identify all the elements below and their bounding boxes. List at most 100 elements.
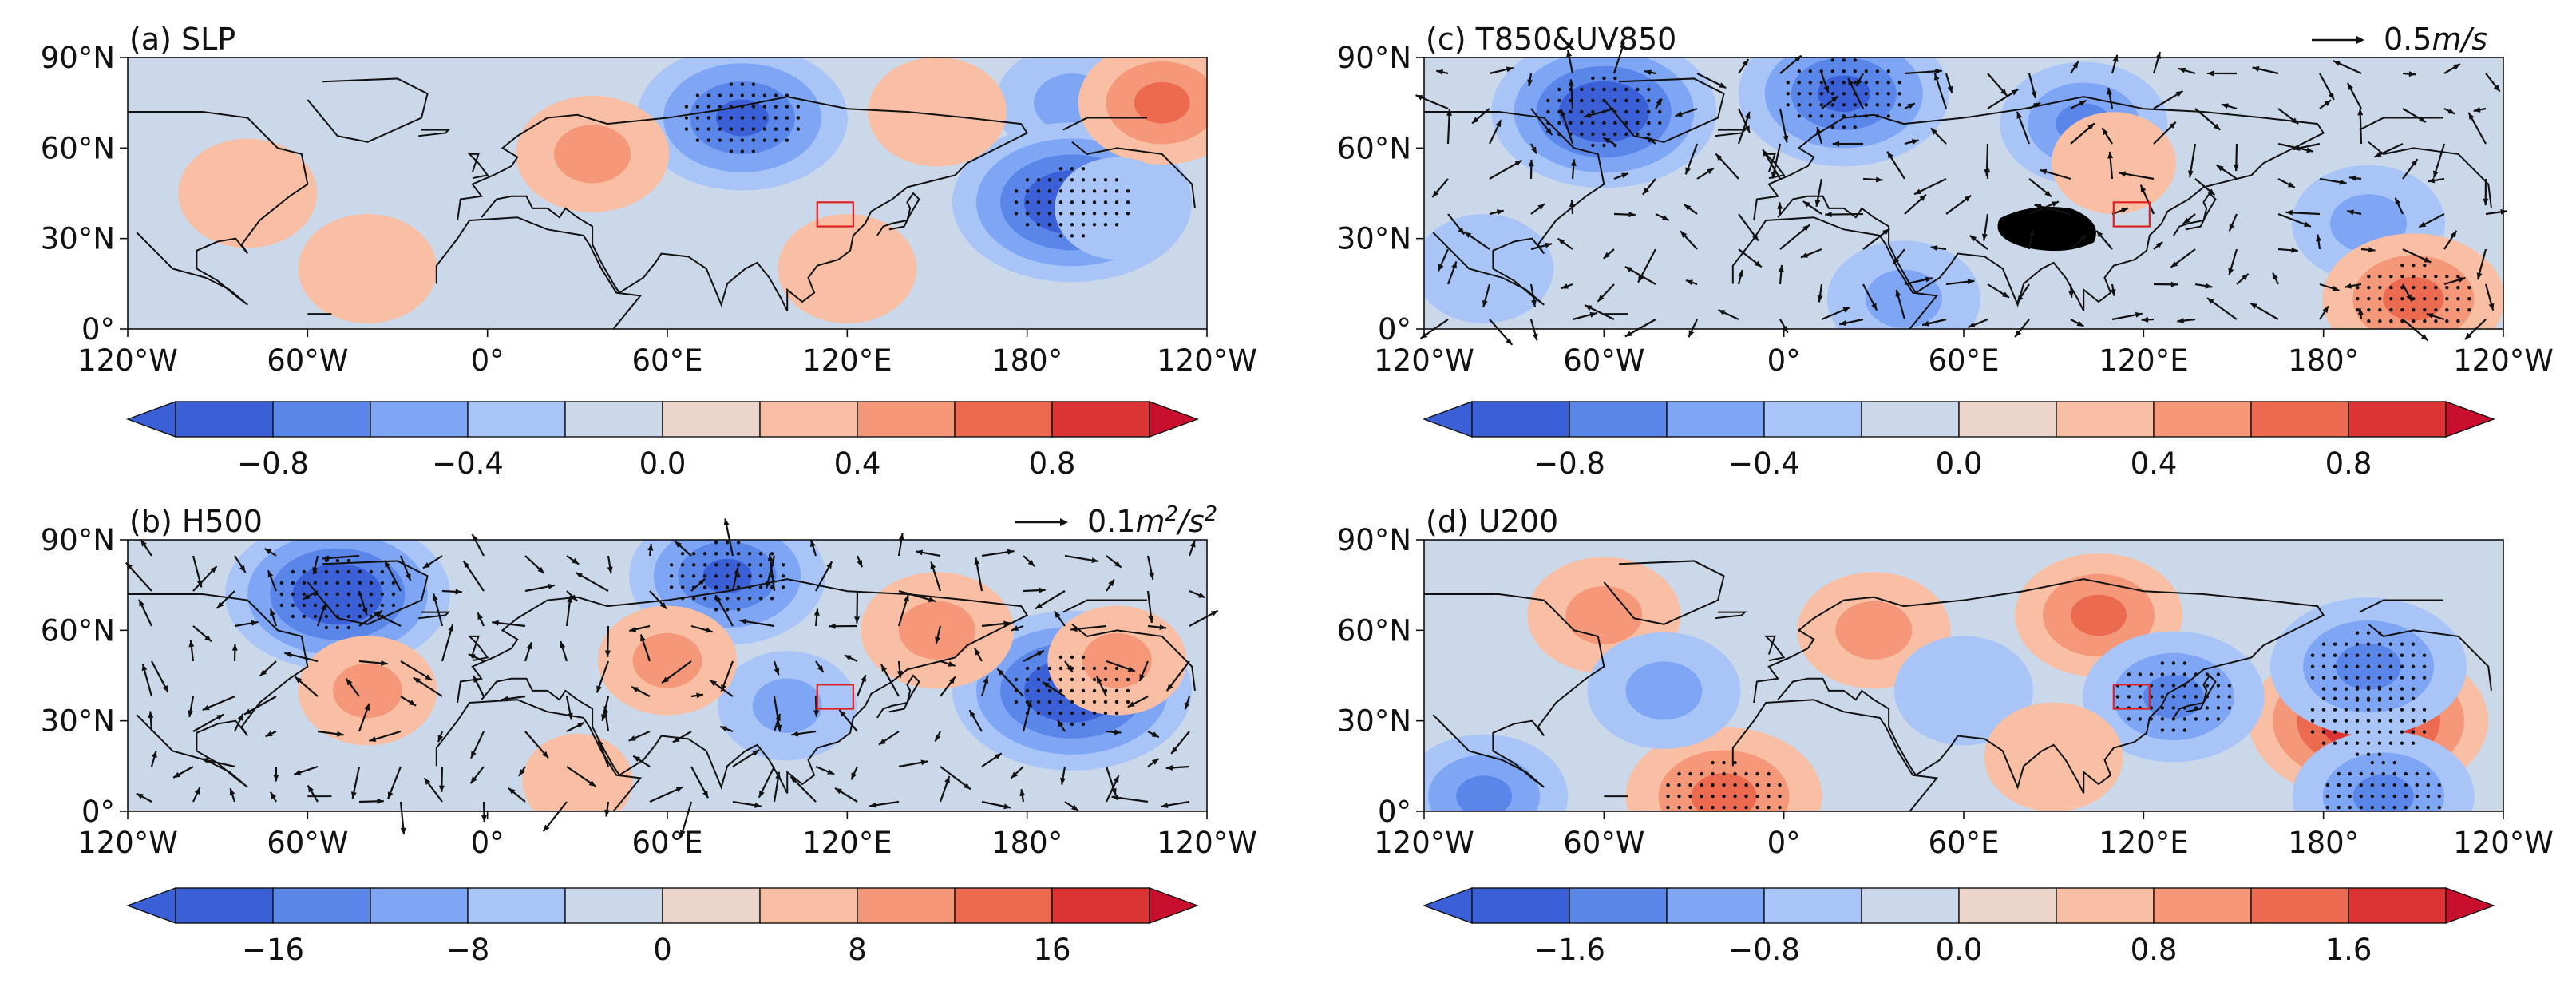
vector-head bbox=[1566, 50, 1573, 57]
vector-head bbox=[270, 791, 277, 799]
coastline bbox=[435, 216, 643, 330]
anomaly-contour bbox=[1456, 775, 1513, 811]
vector-head bbox=[381, 660, 388, 666]
colorbar-swatch bbox=[272, 401, 371, 438]
sig-dot bbox=[1658, 109, 1662, 114]
vector-head bbox=[1661, 215, 1669, 220]
vector-head bbox=[1718, 310, 1726, 315]
sig-dot bbox=[1688, 805, 1692, 810]
vector-head bbox=[696, 692, 703, 699]
study-region-box bbox=[816, 684, 854, 710]
sig-dot bbox=[2138, 717, 2143, 721]
colorbar-swatch bbox=[564, 887, 663, 924]
vector-head bbox=[537, 566, 544, 574]
vector-head bbox=[216, 714, 224, 720]
colorbar-swatch bbox=[1471, 887, 1570, 924]
coastline bbox=[1731, 216, 1939, 330]
sig-dot bbox=[2367, 275, 2371, 279]
vector-head bbox=[284, 652, 292, 658]
sig-dot bbox=[1842, 114, 1846, 118]
sig-dot bbox=[1081, 189, 1086, 193]
sig-dot bbox=[695, 138, 700, 142]
sig-dot bbox=[2377, 741, 2382, 745]
sig-dot bbox=[1114, 666, 1119, 671]
sig-dot bbox=[291, 581, 295, 585]
vector-head bbox=[2155, 241, 2163, 248]
sig-dot bbox=[2377, 642, 2382, 646]
sig-dot bbox=[2138, 695, 2143, 699]
sig-dot bbox=[1842, 92, 1846, 96]
sig-dot bbox=[1733, 805, 1737, 810]
sig-dot bbox=[1819, 92, 1823, 96]
sig-dot bbox=[2160, 672, 2165, 676]
sig-dot bbox=[2138, 672, 2143, 676]
vector-head bbox=[2322, 306, 2329, 314]
sig-dot bbox=[1830, 58, 1834, 62]
sig-dot bbox=[2356, 308, 2360, 312]
sig-dot bbox=[2194, 672, 2198, 676]
sig-dot bbox=[1114, 178, 1119, 182]
sig-dot bbox=[380, 592, 385, 597]
sig-dot bbox=[1070, 700, 1074, 704]
sig-dot bbox=[1081, 688, 1086, 693]
sig-dot bbox=[380, 581, 385, 585]
vector-head bbox=[362, 608, 368, 616]
sig-dot bbox=[1036, 223, 1041, 227]
vector-head bbox=[1585, 305, 1593, 311]
anomaly-contour bbox=[2051, 112, 2176, 215]
sig-dot bbox=[1025, 189, 1030, 193]
anomaly-contour bbox=[522, 733, 633, 811]
lon-tick-label: 60°W bbox=[1563, 343, 1644, 378]
lon-tick-label: 120°E bbox=[2099, 343, 2189, 378]
sig-dot bbox=[2366, 676, 2371, 680]
vector-head bbox=[1071, 804, 1078, 811]
sig-dot bbox=[2400, 687, 2404, 691]
coastline bbox=[1715, 611, 1747, 620]
vector-head bbox=[1557, 238, 1565, 245]
sig-dot bbox=[2310, 730, 2315, 734]
vector-head bbox=[1561, 283, 1569, 289]
vector-head bbox=[916, 549, 924, 556]
sig-dot bbox=[302, 569, 307, 574]
vector-head bbox=[758, 790, 765, 798]
vector-head bbox=[216, 601, 224, 608]
sig-dot bbox=[747, 563, 752, 567]
vector-head bbox=[2170, 281, 2178, 287]
sig-dot bbox=[2381, 783, 2385, 787]
coastline bbox=[418, 611, 451, 620]
vector-head bbox=[752, 749, 760, 756]
sig-dot bbox=[2348, 805, 2352, 810]
vector-head bbox=[1624, 266, 1632, 273]
vector-head bbox=[1011, 771, 1018, 779]
colorbar-swatch bbox=[1763, 401, 1862, 438]
sig-dot bbox=[2423, 286, 2427, 290]
coastline bbox=[1603, 560, 1725, 625]
sig-dot bbox=[1036, 700, 1041, 704]
sig-dot bbox=[1853, 114, 1857, 118]
vector-head bbox=[1027, 559, 1035, 567]
sig-dot bbox=[1647, 132, 1651, 137]
vector-head bbox=[470, 776, 477, 784]
vector-head bbox=[1114, 729, 1122, 735]
sig-dot bbox=[346, 569, 351, 574]
colorbar-swatch bbox=[2250, 401, 2349, 438]
sig-dot bbox=[2434, 319, 2438, 323]
sig-dot bbox=[2348, 794, 2352, 799]
sig-dot bbox=[740, 105, 745, 109]
vector-head bbox=[576, 722, 584, 728]
sig-dot bbox=[2445, 286, 2449, 290]
sig-dot bbox=[1613, 143, 1617, 148]
sig-dot bbox=[706, 93, 711, 97]
sig-dot bbox=[2205, 706, 2210, 710]
sig-dot bbox=[1677, 794, 1681, 799]
sig-dot bbox=[1557, 109, 1561, 114]
sig-dot bbox=[1666, 805, 1670, 810]
vector-head bbox=[1570, 159, 1577, 166]
sig-dot bbox=[1047, 200, 1052, 204]
vector-head bbox=[229, 788, 235, 796]
vector-head bbox=[928, 597, 936, 603]
sig-dot bbox=[2423, 297, 2427, 301]
sig-dot bbox=[313, 603, 318, 608]
sig-dot bbox=[1830, 92, 1834, 96]
vector-head bbox=[765, 581, 771, 589]
